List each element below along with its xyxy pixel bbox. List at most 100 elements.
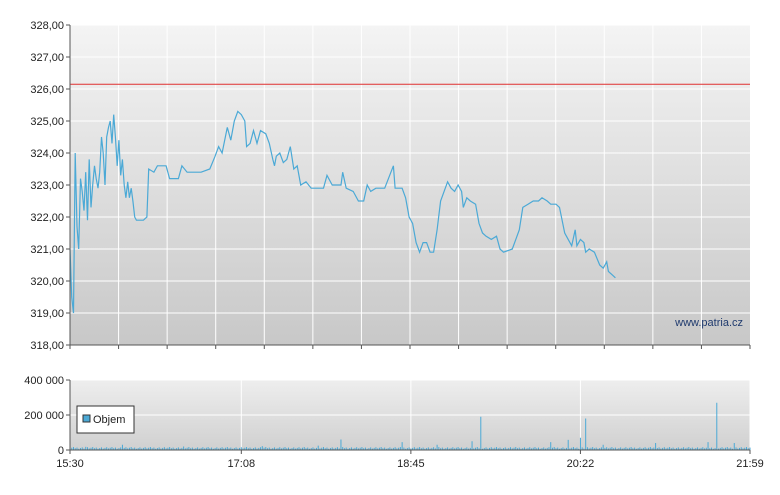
volume-bar [148, 447, 150, 450]
volume-bar [321, 447, 323, 450]
volume-bar [702, 447, 704, 450]
volume-bar [200, 447, 202, 450]
volume-bar [246, 447, 248, 450]
volume-bar [539, 448, 541, 450]
volume-bar [163, 447, 165, 450]
volume-bar [232, 448, 234, 450]
volume-bar [92, 447, 94, 450]
volume-bar [700, 447, 702, 450]
volume-bar [655, 443, 657, 450]
volume-bar [282, 447, 284, 450]
volume-bar [672, 447, 674, 450]
volume-bar [504, 447, 506, 450]
volume-bar [249, 447, 251, 450]
volume-bar [170, 448, 172, 450]
volume-x-axis: 15:30 17:08 18:45 20:22 21:59 [56, 450, 764, 470]
volume-bar [221, 447, 223, 450]
price-y-tick-label: 328,00 [30, 20, 64, 32]
volume-bar [95, 447, 97, 450]
volume-bar [74, 448, 76, 450]
volume-bar [225, 447, 227, 450]
volume-bar [579, 437, 581, 450]
volume-bar [113, 448, 115, 450]
volume-bar [581, 447, 583, 450]
volume-bar [419, 447, 421, 450]
volume-bar [487, 448, 489, 450]
volume-bar [630, 447, 632, 450]
volume-bar [109, 447, 111, 450]
volume-bar [127, 448, 129, 450]
volume-bar [326, 447, 328, 450]
volume-bar [177, 447, 179, 450]
volume-bar [513, 447, 515, 450]
price-y-tick-label: 322,00 [30, 212, 64, 224]
price-x-ticks [69, 345, 751, 349]
volume-bar [476, 447, 478, 450]
volume-bar [86, 447, 88, 450]
volume-bar [572, 447, 574, 450]
volume-bar [443, 448, 445, 450]
volume-bar [698, 448, 700, 450]
volume-bar [97, 448, 99, 450]
volume-bar [677, 447, 679, 450]
volume-bar [333, 448, 335, 450]
volume-bar [632, 448, 634, 450]
price-y-tick-label: 326,00 [30, 84, 64, 96]
volume-bar [191, 447, 193, 450]
volume-bar [473, 448, 475, 450]
volume-bar [242, 448, 244, 450]
volume-bar [100, 447, 102, 450]
volume-bar [405, 448, 407, 450]
volume-bar [293, 447, 295, 450]
volume-bar [328, 448, 330, 450]
volume-bar [366, 448, 368, 450]
volume-bar [399, 447, 401, 450]
volume-bar [167, 447, 169, 450]
volume-bar [371, 448, 373, 450]
volume-bar [111, 447, 113, 450]
volume-bar [174, 448, 176, 450]
volume-bar [370, 447, 372, 450]
volume-bar [537, 447, 539, 450]
volume-bar [557, 447, 559, 450]
price-y-tick-label: 318,00 [30, 340, 64, 352]
volume-bar [301, 447, 303, 450]
volume-bar [510, 447, 512, 450]
volume-legend: Objem [76, 405, 135, 434]
volume-bar [471, 441, 473, 450]
watermark: www.patria.cz [674, 317, 743, 329]
volume-bar [530, 448, 532, 450]
volume-bar [396, 448, 398, 450]
volume-bar [478, 448, 480, 450]
volume-bar [93, 448, 95, 450]
volume-bar [226, 447, 228, 450]
volume-bar [501, 448, 503, 450]
volume-x-tick-label: 15:30 [56, 458, 84, 470]
volume-bar [392, 447, 394, 450]
price-y-tick-label: 323,00 [30, 180, 64, 192]
volume-bar [611, 447, 613, 450]
volume-bar [254, 447, 256, 450]
volume-bar [322, 447, 324, 450]
volume-bar [739, 447, 741, 450]
volume-bar [639, 447, 641, 450]
volume-bar [401, 442, 403, 450]
volume-bar [569, 448, 571, 450]
volume-bar [209, 448, 211, 450]
volume-bar [684, 448, 686, 450]
volume-bar [398, 447, 400, 450]
volume-y-tick-label: 200 000 [24, 410, 64, 422]
volume-bar [261, 446, 263, 450]
volume-bar [151, 448, 153, 450]
volume-bar [543, 447, 545, 450]
volume-bar [81, 447, 83, 450]
volume-bar [462, 448, 464, 450]
volume-bar [284, 447, 286, 450]
volume-bar [627, 448, 629, 450]
volume-bar [649, 447, 651, 450]
volume-bar [247, 448, 249, 450]
volume-bar [489, 447, 491, 450]
volume-bar [441, 447, 443, 450]
volume-bar [536, 448, 538, 450]
volume-bar [340, 439, 342, 450]
